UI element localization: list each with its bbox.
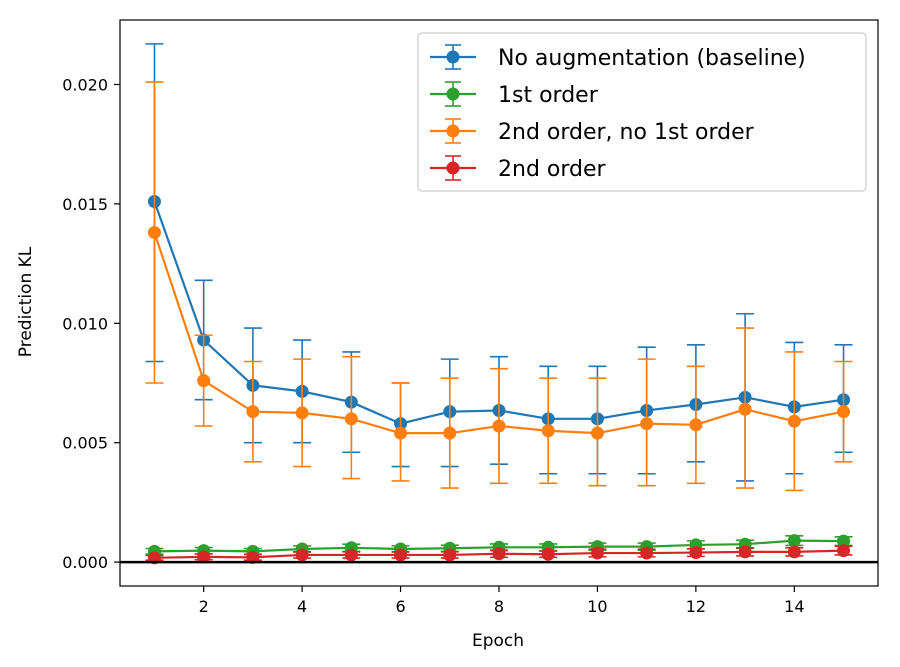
data-point: [689, 418, 703, 432]
data-point: [394, 548, 408, 562]
data-point: [541, 547, 555, 561]
data-point: [295, 548, 309, 562]
data-point: [590, 546, 604, 560]
data-point: [344, 548, 358, 562]
legend-item: 2nd order, no 1st order: [430, 118, 755, 145]
legend-item: No augmentation (baseline): [430, 44, 806, 71]
data-point: [394, 426, 408, 440]
x-tick-label: 8: [494, 597, 504, 616]
y-tick-label: 0.010: [62, 314, 108, 333]
data-point: [590, 426, 604, 440]
legend-label: 2nd order: [498, 157, 607, 182]
data-point: [837, 534, 851, 548]
legend: No augmentation (baseline) 1st order 2nd o…: [417, 32, 867, 192]
x-tick-label: 4: [297, 597, 307, 616]
data-point: [197, 374, 211, 388]
y-tick-label: 0.020: [62, 75, 108, 94]
x-axis-label: Epoch: [472, 631, 524, 651]
y-tick-label: 0.000: [62, 553, 108, 572]
legend-item: 1st order: [430, 81, 599, 108]
data-point: [492, 419, 506, 433]
legend-box: [417, 32, 867, 192]
data-point: [787, 414, 801, 428]
legend-label: 1st order: [498, 83, 599, 108]
legend-label: No augmentation (baseline): [498, 46, 806, 71]
axes-layer: 2 4 6 8 10 12 14 0.000 0.005 0.010 0.015 0.020: [62, 19, 879, 616]
data-point: [837, 405, 851, 419]
y-axis-label: Prediction KL: [16, 246, 36, 357]
series-3: [145, 544, 853, 565]
legend-swatch-marker: [446, 87, 460, 101]
data-point: [541, 424, 555, 438]
x-tick-label: 14: [784, 597, 804, 616]
data-point: [640, 417, 654, 431]
data-point: [344, 412, 358, 426]
series-2: [145, 81, 853, 492]
legend-item: 2nd order: [430, 155, 607, 182]
data-point: [147, 226, 161, 240]
x-tick-label: 2: [199, 597, 209, 616]
data-point: [837, 544, 851, 558]
data-point: [443, 548, 457, 562]
x-tick-label: 12: [686, 597, 706, 616]
data-point: [246, 550, 260, 564]
legend-swatch-marker: [446, 161, 460, 175]
data-point: [492, 547, 506, 561]
data-point: [738, 402, 752, 416]
x-tick-label: 10: [587, 597, 607, 616]
data-point: [246, 405, 260, 419]
data-point: [787, 545, 801, 559]
data-point: [738, 545, 752, 559]
data-point: [197, 550, 211, 564]
y-tick-label: 0.015: [62, 195, 108, 214]
data-point: [443, 426, 457, 440]
x-tick-label: 6: [395, 597, 405, 616]
data-point: [640, 546, 654, 560]
y-tick-label: 0.005: [62, 434, 108, 453]
legend-swatch-marker: [446, 50, 460, 64]
series-layer: [145, 43, 853, 565]
data-point: [787, 534, 801, 548]
legend-label: 2nd order, no 1st order: [498, 120, 755, 145]
data-point: [689, 546, 703, 560]
legend-swatch-marker: [446, 124, 460, 138]
data-point: [295, 406, 309, 420]
